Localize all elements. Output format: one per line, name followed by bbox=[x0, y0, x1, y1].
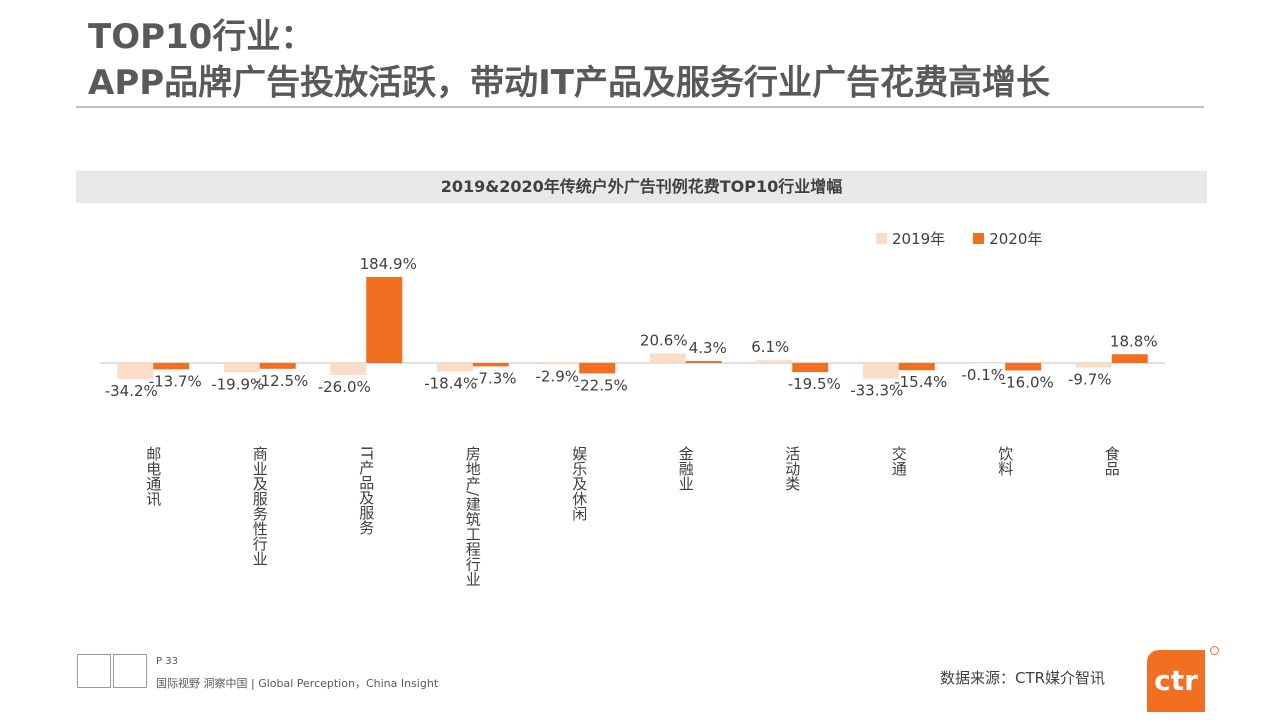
bar-2020-5 bbox=[685, 361, 722, 363]
data-label-2020-1: -12.5% bbox=[255, 372, 308, 390]
category-label-2: IT产品及服务 bbox=[357, 446, 375, 536]
legend-item-2019: 2019年 bbox=[876, 228, 945, 249]
data-label-2019-4: -2.9% bbox=[535, 367, 579, 385]
category-label-8: 饮料 bbox=[996, 446, 1014, 476]
legend-swatch-2019 bbox=[876, 232, 887, 244]
registered-mark-icon bbox=[1210, 646, 1219, 655]
data-label-2020-0: -13.7% bbox=[149, 372, 202, 390]
category-label-5: 金融业 bbox=[677, 446, 695, 491]
bar-2019-0 bbox=[117, 363, 154, 379]
page-number: P 33 bbox=[156, 656, 178, 667]
category-label-3: 房地产/建筑工程行业 bbox=[464, 446, 482, 586]
data-label-2019-3: -18.4% bbox=[424, 375, 477, 393]
bar-2020-0 bbox=[153, 363, 190, 370]
data-label-2019-9: -9.7% bbox=[1068, 371, 1112, 389]
legend-item-2020: 2020年 bbox=[973, 228, 1042, 249]
bar-2020-8 bbox=[1005, 363, 1042, 371]
category-label-9: 食品 bbox=[1103, 446, 1121, 476]
data-label-2019-1: -19.9% bbox=[211, 375, 264, 393]
data-label-2020-8: -16.0% bbox=[1001, 373, 1054, 391]
chart-legend: 2019年 2020年 bbox=[876, 228, 1070, 248]
data-label-2019-7: -33.3% bbox=[850, 381, 903, 399]
bar-2019-6 bbox=[756, 360, 793, 363]
category-label-4: 娱乐及休闲 bbox=[570, 446, 588, 522]
legend-label-2019: 2019年 bbox=[892, 229, 946, 248]
footer-tagline: 国际视野 洞察中国 | Global Perception，China Insi… bbox=[156, 677, 439, 690]
data-label-2019-6: 6.1% bbox=[751, 338, 789, 356]
ctr-logo: ctr bbox=[1147, 650, 1205, 712]
legend-label-2020: 2020年 bbox=[989, 229, 1043, 248]
data-label-2019-0: -34.2% bbox=[105, 382, 158, 400]
bar-2019-8 bbox=[969, 363, 1006, 364]
data-label-2020-2: 184.9% bbox=[360, 255, 417, 273]
page-title-line-2: APP品牌广告投放活跃，带动IT产品及服务行业广告花费高增长 bbox=[88, 63, 1050, 103]
certification-badge-icon bbox=[77, 654, 111, 688]
data-source: 数据来源：CTR媒介智讯 bbox=[940, 669, 1106, 687]
bar-2020-3 bbox=[472, 363, 509, 367]
bar-2019-5 bbox=[649, 353, 686, 363]
chart-title-band: 2019&2020年传统户外广告刊例花费TOP10行业增幅 bbox=[76, 171, 1207, 203]
bar-2019-4 bbox=[543, 363, 580, 365]
data-label-2020-9: 18.8% bbox=[1110, 332, 1158, 350]
page-title: TOP10行业： APP品牌广告投放活跃，带动IT产品及服务行业广告花费高增长 bbox=[88, 14, 1050, 106]
data-label-2020-7: -15.4% bbox=[894, 373, 947, 391]
bar-2019-3 bbox=[436, 363, 473, 372]
title-divider bbox=[76, 106, 1204, 108]
bar-2019-7 bbox=[862, 363, 899, 379]
chart-title: 2019&2020年传统户外广告刊例花费TOP10行业增幅 bbox=[440, 177, 843, 196]
bar-2020-9 bbox=[1111, 354, 1148, 363]
bar-2020-1 bbox=[259, 363, 296, 369]
legend-swatch-2020 bbox=[973, 232, 985, 244]
page-title-line-1: TOP10行业： bbox=[88, 17, 315, 57]
bar-2019-2 bbox=[330, 363, 367, 376]
data-label-2020-6: -19.5% bbox=[788, 375, 841, 393]
category-label-0: 邮电通讯 bbox=[144, 446, 162, 507]
data-label-2019-5: 20.6% bbox=[640, 331, 688, 349]
bar-2020-2 bbox=[366, 277, 403, 363]
category-label-6: 活动类 bbox=[783, 446, 801, 491]
data-label-2019-8: -0.1% bbox=[961, 366, 1005, 384]
bar-2019-1 bbox=[223, 363, 260, 373]
bar-2020-4 bbox=[579, 363, 616, 374]
data-label-2020-4: -22.5% bbox=[575, 376, 628, 394]
data-label-2020-5: 4.3% bbox=[689, 339, 727, 357]
accreditation-badge-icon bbox=[113, 654, 147, 688]
bar-2019-9 bbox=[1075, 363, 1112, 368]
category-label-7: 交通 bbox=[890, 445, 908, 476]
data-label-2020-3: -7.3% bbox=[473, 369, 517, 387]
bar-2020-6 bbox=[792, 363, 829, 373]
category-label-1: 商业及服务性行业 bbox=[251, 446, 269, 566]
data-label-2019-2: -26.0% bbox=[318, 378, 371, 396]
bar-2020-7 bbox=[898, 363, 935, 371]
